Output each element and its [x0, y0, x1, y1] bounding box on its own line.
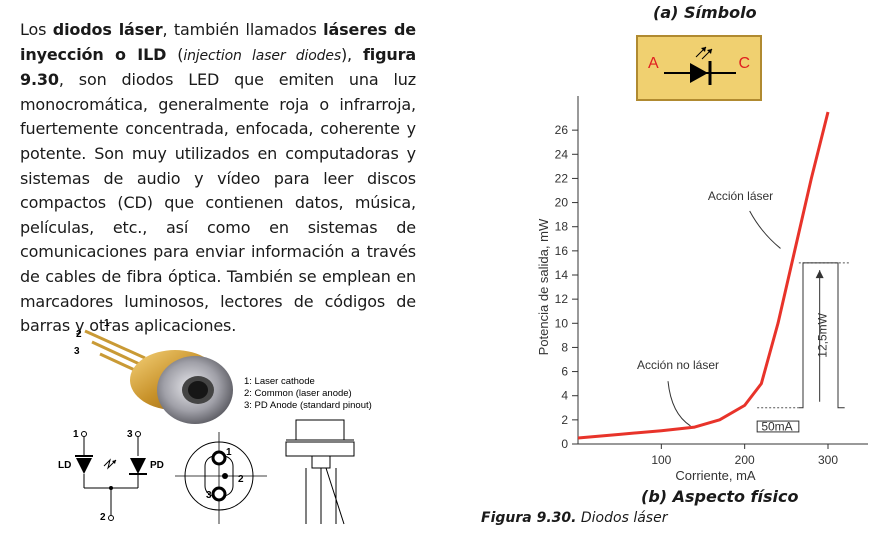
pulse-width-box — [756, 420, 800, 433]
y-tick-label: 6 — [561, 365, 568, 379]
pin-2-label: 2 — [76, 329, 82, 340]
y-tick-label: 10 — [555, 316, 569, 330]
y-tick-label: 16 — [555, 244, 569, 258]
annotation-laser: Acción láser — [708, 189, 773, 203]
ld-pd-schematic — [75, 431, 147, 521]
pulse-waveform — [798, 262, 845, 409]
pulse-arrow-head — [815, 270, 824, 279]
y-tick-label: 26 — [555, 123, 569, 137]
anode-label: A — [648, 55, 659, 72]
base-pin-2: 2 — [238, 474, 244, 485]
y-tick-label: 20 — [555, 196, 569, 210]
laser-diode-symbol: A C — [636, 35, 762, 101]
annotation-no-laser-arrow — [667, 381, 691, 427]
figure-caption: Figura 9.30. Diodos láser — [481, 510, 668, 526]
x-axis-label: Corriente, mA — [675, 468, 756, 483]
base-view-diagram — [175, 432, 267, 524]
series-line — [577, 111, 830, 440]
x-tick-label: 300 — [818, 453, 838, 467]
diode-symbol-icon — [664, 46, 736, 85]
y-tick-label: 8 — [561, 340, 568, 354]
y-axis-label: Potencia de salida, mW — [536, 218, 551, 355]
y-tick-label: 18 — [555, 220, 569, 234]
pin-3-label: 3 — [74, 346, 80, 357]
symbol-title: (a) Símbolo — [653, 3, 757, 22]
pd-label: PD — [150, 460, 164, 471]
annotation-no-laser: Acción no láser — [637, 358, 719, 372]
base-pin-1: 1 — [226, 447, 232, 458]
cathode-label: C — [738, 55, 750, 72]
y-tick-label: 0 — [561, 437, 568, 451]
schem-pin-3: 3 — [127, 429, 133, 440]
y-tick-label: 14 — [555, 268, 569, 282]
schem-pin-2: 2 — [100, 512, 106, 523]
y-tick-label: 2 — [561, 413, 568, 427]
y-tick-label: 4 — [561, 389, 568, 403]
body-paragraph: Los diodos láser, también llamados láser… — [20, 20, 417, 336]
annotation-laser-arrow — [749, 210, 781, 249]
x-tick-label: 100 — [651, 453, 671, 467]
pulse-height-label: 12,5mW — [815, 312, 829, 357]
side-view-diagram — [285, 419, 355, 525]
pin-list: 1: Laser cathode 2: Common (laser anode)… — [244, 376, 372, 411]
base-pin-3: 3 — [206, 490, 212, 501]
ld-label: LD — [58, 460, 72, 471]
pulse-width-label: 50mA — [761, 420, 792, 434]
laser-diode-photo — [84, 329, 233, 424]
pin-1-label: 1 — [104, 318, 110, 329]
physical-title: (b) Aspecto físico — [641, 487, 799, 506]
y-tick-label: 12 — [555, 292, 569, 306]
x-tick-label: 200 — [735, 453, 755, 467]
schem-pin-1: 1 — [73, 429, 79, 440]
y-tick-label: 24 — [555, 147, 569, 161]
y-tick-label: 22 — [555, 171, 569, 185]
